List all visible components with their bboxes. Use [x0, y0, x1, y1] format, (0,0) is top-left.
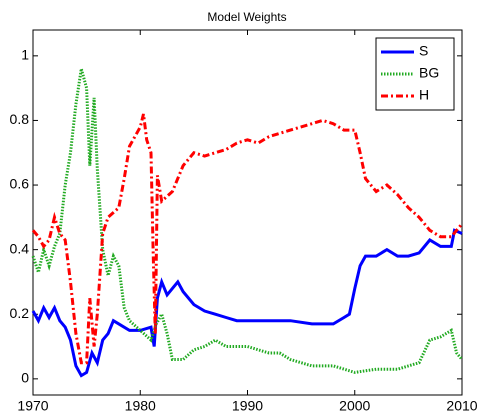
legend-label: S [419, 43, 428, 59]
x-tick-label: 1990 [232, 398, 263, 414]
legend-label: BG [419, 65, 439, 81]
x-tick-label: 1980 [125, 398, 156, 414]
y-tick-label: 0.6 [10, 176, 30, 192]
series-line [31, 113, 464, 365]
y-tick-label: 0 [21, 370, 29, 386]
legend-label: H [419, 87, 429, 103]
y-tick-label: 0.4 [10, 240, 30, 256]
chart-title: Model Weights [207, 10, 286, 24]
x-tick-label: 2010 [446, 398, 477, 414]
series-line [31, 228, 463, 378]
y-tick-label: 0.2 [10, 305, 30, 321]
x-tick-label: 1970 [17, 398, 48, 414]
y-tick-label: 0.8 [10, 111, 30, 127]
series-line [31, 68, 464, 374]
x-tick-label: 2000 [339, 398, 370, 414]
legend-box [375, 37, 455, 111]
y-tick-label: 1 [21, 47, 29, 63]
